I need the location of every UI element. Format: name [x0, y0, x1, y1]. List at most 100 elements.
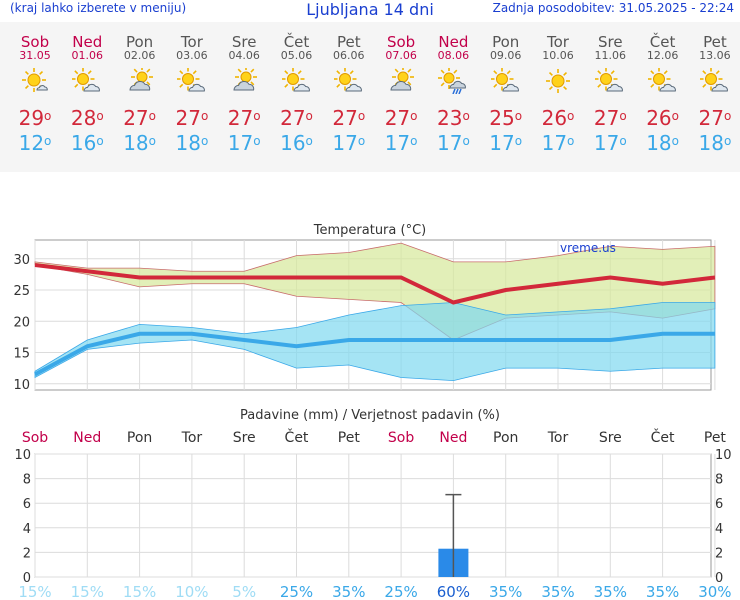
- day-date: 05.06: [280, 49, 313, 62]
- x-tick-label: Tor: [547, 430, 569, 446]
- day-column: Pet 06.06 27o 17o: [323, 22, 375, 156]
- precip-probability: 15%: [18, 583, 51, 600]
- day-name: Čet: [283, 33, 310, 51]
- day-date: 08.06: [437, 49, 470, 62]
- y-tick-label: 20: [13, 315, 30, 330]
- day-column: Čet 12.06 26o 18o: [637, 22, 689, 156]
- day-date: 01.06: [71, 49, 104, 62]
- y-tick-label: 0: [23, 571, 31, 586]
- day-name: Čet: [649, 33, 676, 51]
- y-tick-label: 6: [23, 497, 31, 512]
- tmin-line: [34, 331, 715, 377]
- last-updated: Zadnja posodobitev: 31.05.2025 - 22:24: [492, 1, 734, 15]
- day-column: Čet 05.06 27o 16o: [271, 22, 323, 156]
- y-tick-label: 4: [23, 522, 31, 537]
- x-tick-label: Sob: [388, 430, 414, 446]
- x-tick-label: Čet: [285, 428, 309, 446]
- day-column: Pon 09.06 25o 17o: [480, 22, 532, 156]
- y-tick-label-right: 0: [715, 571, 723, 586]
- x-tick-label: Tor: [181, 430, 203, 446]
- precip-probability: 35%: [489, 583, 522, 600]
- y-tick-label: 10: [14, 448, 31, 463]
- day-name: Sob: [20, 33, 50, 51]
- plot-area: [34, 453, 712, 578]
- chart-title: Padavine (mm) / Verjetnost padavin (%): [240, 408, 500, 423]
- temp-min: 18o: [646, 131, 679, 155]
- day-name: Sre: [598, 33, 623, 51]
- precip-probability: 25%: [280, 583, 313, 600]
- y-tick-label-right: 8: [715, 473, 723, 488]
- x-tick-label: Pon: [127, 430, 152, 446]
- header-menu-hint: (kraj lahko izberete v meniju): [10, 1, 187, 15]
- tmax-line: [34, 263, 716, 305]
- day-name: Tor: [180, 33, 203, 51]
- day-column: Sob 31.05 29o 12o: [9, 22, 61, 156]
- x-tick-label: Ned: [439, 430, 467, 446]
- precip-probability: 35%: [646, 583, 679, 600]
- day-name: Tor: [547, 33, 569, 51]
- precipitation-chart: Padavine (mm) / Verjetnost padavin (%) So…: [14, 408, 731, 600]
- day-date: 13.06: [699, 49, 731, 62]
- temp-min: 17o: [541, 131, 575, 155]
- x-tick-label: Sre: [599, 430, 622, 446]
- day-name: Sob: [386, 33, 416, 51]
- temp-max: 26o: [646, 106, 679, 130]
- y-tick-label: 2: [23, 546, 31, 561]
- day-date: 07.06: [385, 49, 417, 62]
- precip-probability: 15%: [71, 583, 104, 600]
- x-tick-label: Pet: [704, 430, 727, 446]
- x-tick-label: Sob: [22, 430, 48, 446]
- precip-probability: 10%: [175, 583, 208, 600]
- day-date: 31.05: [19, 49, 51, 62]
- temp-min: 18o: [698, 131, 732, 155]
- sun-cloud-icon: [689, 62, 740, 106]
- x-tick-label: Ned: [73, 430, 101, 446]
- temp-max: 27o: [698, 106, 732, 130]
- cloud-sun-icon: [375, 62, 427, 106]
- day-name: Ned: [438, 33, 469, 51]
- temp-max: 27o: [227, 106, 261, 130]
- day-column: Ned 08.06 23o 17o: [427, 22, 479, 156]
- temp-min: 17o: [436, 131, 470, 155]
- temp-min: 17o: [489, 131, 523, 155]
- day-column: Pet 13.06 27o 18o: [689, 22, 740, 156]
- precip-probability: 30%: [698, 583, 731, 600]
- x-tick-label: Pon: [493, 430, 518, 446]
- day-date: 11.06: [594, 49, 627, 62]
- temp-min: 16o: [70, 131, 104, 155]
- chart-title: Temperatura (°C): [313, 223, 426, 238]
- page-title: Ljubljana 14 dni: [306, 0, 434, 19]
- sun-cloud-icon: [584, 62, 636, 106]
- sun-cloud-icon: [166, 62, 218, 106]
- day-column: Sre 11.06 27o 17o: [584, 22, 636, 156]
- day-column: Ned 01.06 28o 16o: [61, 22, 113, 156]
- temp-min: 17o: [332, 131, 366, 155]
- y-tick-label: 8: [23, 473, 31, 488]
- y-tick-label-right: 4: [715, 522, 723, 537]
- day-name: Pon: [125, 33, 154, 51]
- precip-probability: 35%: [594, 583, 627, 600]
- sun-cloud-icon: [61, 62, 113, 106]
- temp-max: 27o: [280, 106, 313, 130]
- temp-max: 29o: [18, 106, 52, 130]
- precip-probability: 25%: [384, 583, 417, 600]
- day-column: Sob 07.06 27o 17o: [375, 22, 427, 156]
- precip-probability: 5%: [232, 583, 256, 600]
- temp-min: 17o: [227, 131, 261, 155]
- temp-max: 25o: [489, 106, 523, 130]
- y-tick-label: 30: [13, 253, 30, 268]
- day-name: Pon: [492, 33, 520, 51]
- temp-max: 27o: [123, 106, 156, 130]
- sun-cloud-icon: [637, 62, 689, 106]
- temp-min: 18o: [175, 131, 209, 155]
- temp-min: 17o: [593, 131, 627, 155]
- y-tick-label-right: 6: [715, 497, 723, 512]
- day-name: Ned: [72, 33, 103, 51]
- temp-min: 18o: [123, 131, 156, 155]
- temperature-chart: Temperatura (°C) 10 15 20 25 30 vreme.us: [13, 223, 716, 393]
- day-date: 10.06: [542, 49, 574, 62]
- sun-rain-icon: [427, 62, 479, 106]
- sun-cloud-icon: [480, 62, 532, 106]
- temp-max: 27o: [593, 106, 627, 130]
- precip-probability: 15%: [123, 583, 156, 600]
